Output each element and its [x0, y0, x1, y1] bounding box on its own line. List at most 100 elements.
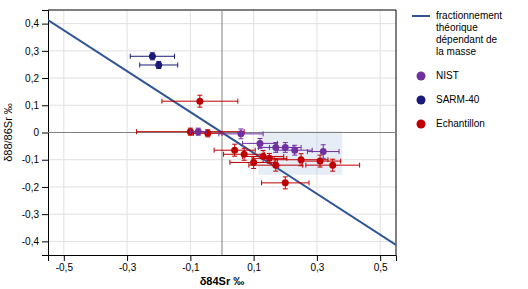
x-tick: 0,5: [374, 255, 388, 273]
x-tick: -0,5: [56, 255, 74, 273]
error-bar-x: [219, 131, 263, 136]
legend-label: NIST: [436, 70, 459, 81]
error-bar-x: [306, 163, 360, 168]
y-axis: -0,4 -0,3 -0,2 -0,1 0 0,1 0,2 0,3 0,4: [22, 11, 49, 256]
x-tick-mark: [64, 255, 65, 261]
x-tick-mark: [254, 255, 255, 261]
point: [329, 162, 336, 169]
y-axis-line: [42, 11, 49, 256]
y-tick: -0,2: [22, 182, 48, 193]
x-tick-label: -0,5: [56, 262, 74, 273]
x-tick-mark: [380, 255, 381, 261]
error-bar-x: [162, 99, 238, 104]
legend-label: SARM-40: [436, 94, 480, 105]
error-bar-y: [150, 53, 155, 60]
error-bar-y: [267, 153, 272, 163]
y-tick-label: 0,2: [25, 73, 39, 84]
plot: -0,5 -0,3 -0,1 0,1 0,3 0,5 -0,4 -0,3 -0,2 -0,1 0 0,…: [22, 10, 397, 273]
point: [204, 130, 211, 137]
y-tick-label: 0: [33, 127, 39, 138]
point: [155, 61, 162, 68]
x-tick: 0,1: [247, 255, 261, 273]
error-bar-y: [156, 61, 161, 68]
error-bar-y: [292, 145, 297, 155]
error-bar-y: [283, 177, 288, 189]
series: [190, 128, 339, 158]
error-bar-x: [243, 141, 278, 146]
legend-swatch: [417, 120, 426, 129]
series: [137, 95, 360, 189]
y-tick-label: -0,3: [22, 209, 40, 220]
shaded-region: [258, 131, 342, 175]
x-tick-label: -0,3: [119, 262, 137, 273]
point: [266, 155, 273, 162]
x-tick-mark: [190, 255, 191, 261]
error-bar-y: [321, 145, 326, 159]
legend-label: fractionnementthéoriquedépendant dela ma…: [436, 10, 502, 57]
point: [272, 162, 279, 169]
error-bar-x: [249, 163, 303, 168]
y-tick-label: 0,4: [25, 18, 39, 29]
x-axis-line: [49, 256, 397, 262]
y-tick: 0: [33, 127, 48, 138]
grid: [48, 10, 396, 255]
y-tick-mark: [42, 24, 48, 25]
x-tick: -0,3: [119, 255, 137, 273]
error-bar-x: [307, 149, 339, 154]
y-tick-mark: [42, 78, 48, 79]
x-tick: 0,3: [310, 255, 324, 273]
x-tick-mark: [127, 255, 128, 261]
y-tick-label: -0,2: [22, 182, 40, 193]
error-bar-y: [330, 159, 335, 171]
error-bar-y: [196, 128, 201, 135]
point: [291, 147, 298, 154]
y-tick-mark: [42, 214, 48, 215]
x-tick-label: 0,1: [247, 262, 261, 273]
legend-item: NIST: [417, 70, 459, 81]
legend: fractionnementthéoriquedépendant dela ma…: [412, 10, 502, 129]
error-bar-x: [140, 62, 178, 67]
y-axis-title: δ88/86Sr ‰: [2, 103, 14, 162]
y-tick-mark: [42, 160, 48, 161]
legend-swatch: [417, 72, 426, 81]
error-bar-x: [130, 54, 174, 59]
point: [237, 130, 244, 137]
error-bar-x: [190, 129, 206, 134]
point: [195, 128, 202, 135]
data: [48, 10, 396, 255]
point: [282, 179, 289, 186]
legend-item: Echantillon: [417, 118, 485, 129]
chart: -0,5 -0,3 -0,1 0,1 0,3 0,5 -0,4 -0,3 -0,2 -0,1 0 0,…: [0, 0, 528, 289]
y-tick-label: 0,1: [25, 100, 39, 111]
y-tick-mark: [42, 241, 48, 242]
y-tick: -0,4: [22, 236, 48, 247]
y-tick: -0,3: [22, 209, 48, 220]
y-tick-label: -0,1: [22, 154, 40, 165]
y-tick-label: -0,4: [22, 236, 40, 247]
y-tick-label: 0,3: [25, 46, 39, 57]
error-bar-x: [262, 180, 309, 185]
y-tick-mark: [42, 51, 48, 52]
x-tick-label: 0,3: [310, 262, 324, 273]
y-tick-mark: [42, 133, 48, 134]
x-tick-label: 0,5: [374, 262, 388, 273]
x-axis: -0,5 -0,3 -0,1 0,1 0,3 0,5: [49, 255, 397, 273]
legend-item: fractionnementthéoriquedépendant dela ma…: [412, 10, 502, 57]
point: [298, 156, 305, 163]
error-bar-y: [283, 143, 288, 153]
error-bar-y: [197, 95, 202, 107]
y-tick: 0,2: [25, 73, 48, 84]
y-tick-mark: [42, 105, 48, 106]
point: [231, 147, 238, 154]
point: [196, 98, 203, 105]
y-tick: 0,4: [25, 18, 48, 29]
legend-swatch: [412, 15, 430, 17]
y-tick: 0,3: [25, 46, 48, 57]
line: [48, 20, 396, 245]
x-tick-mark: [317, 255, 318, 261]
series: [130, 53, 177, 69]
point: [260, 153, 267, 160]
legend-item: SARM-40: [417, 94, 480, 105]
y-tick-mark: [42, 187, 48, 188]
x-tick: -0,1: [182, 255, 200, 273]
